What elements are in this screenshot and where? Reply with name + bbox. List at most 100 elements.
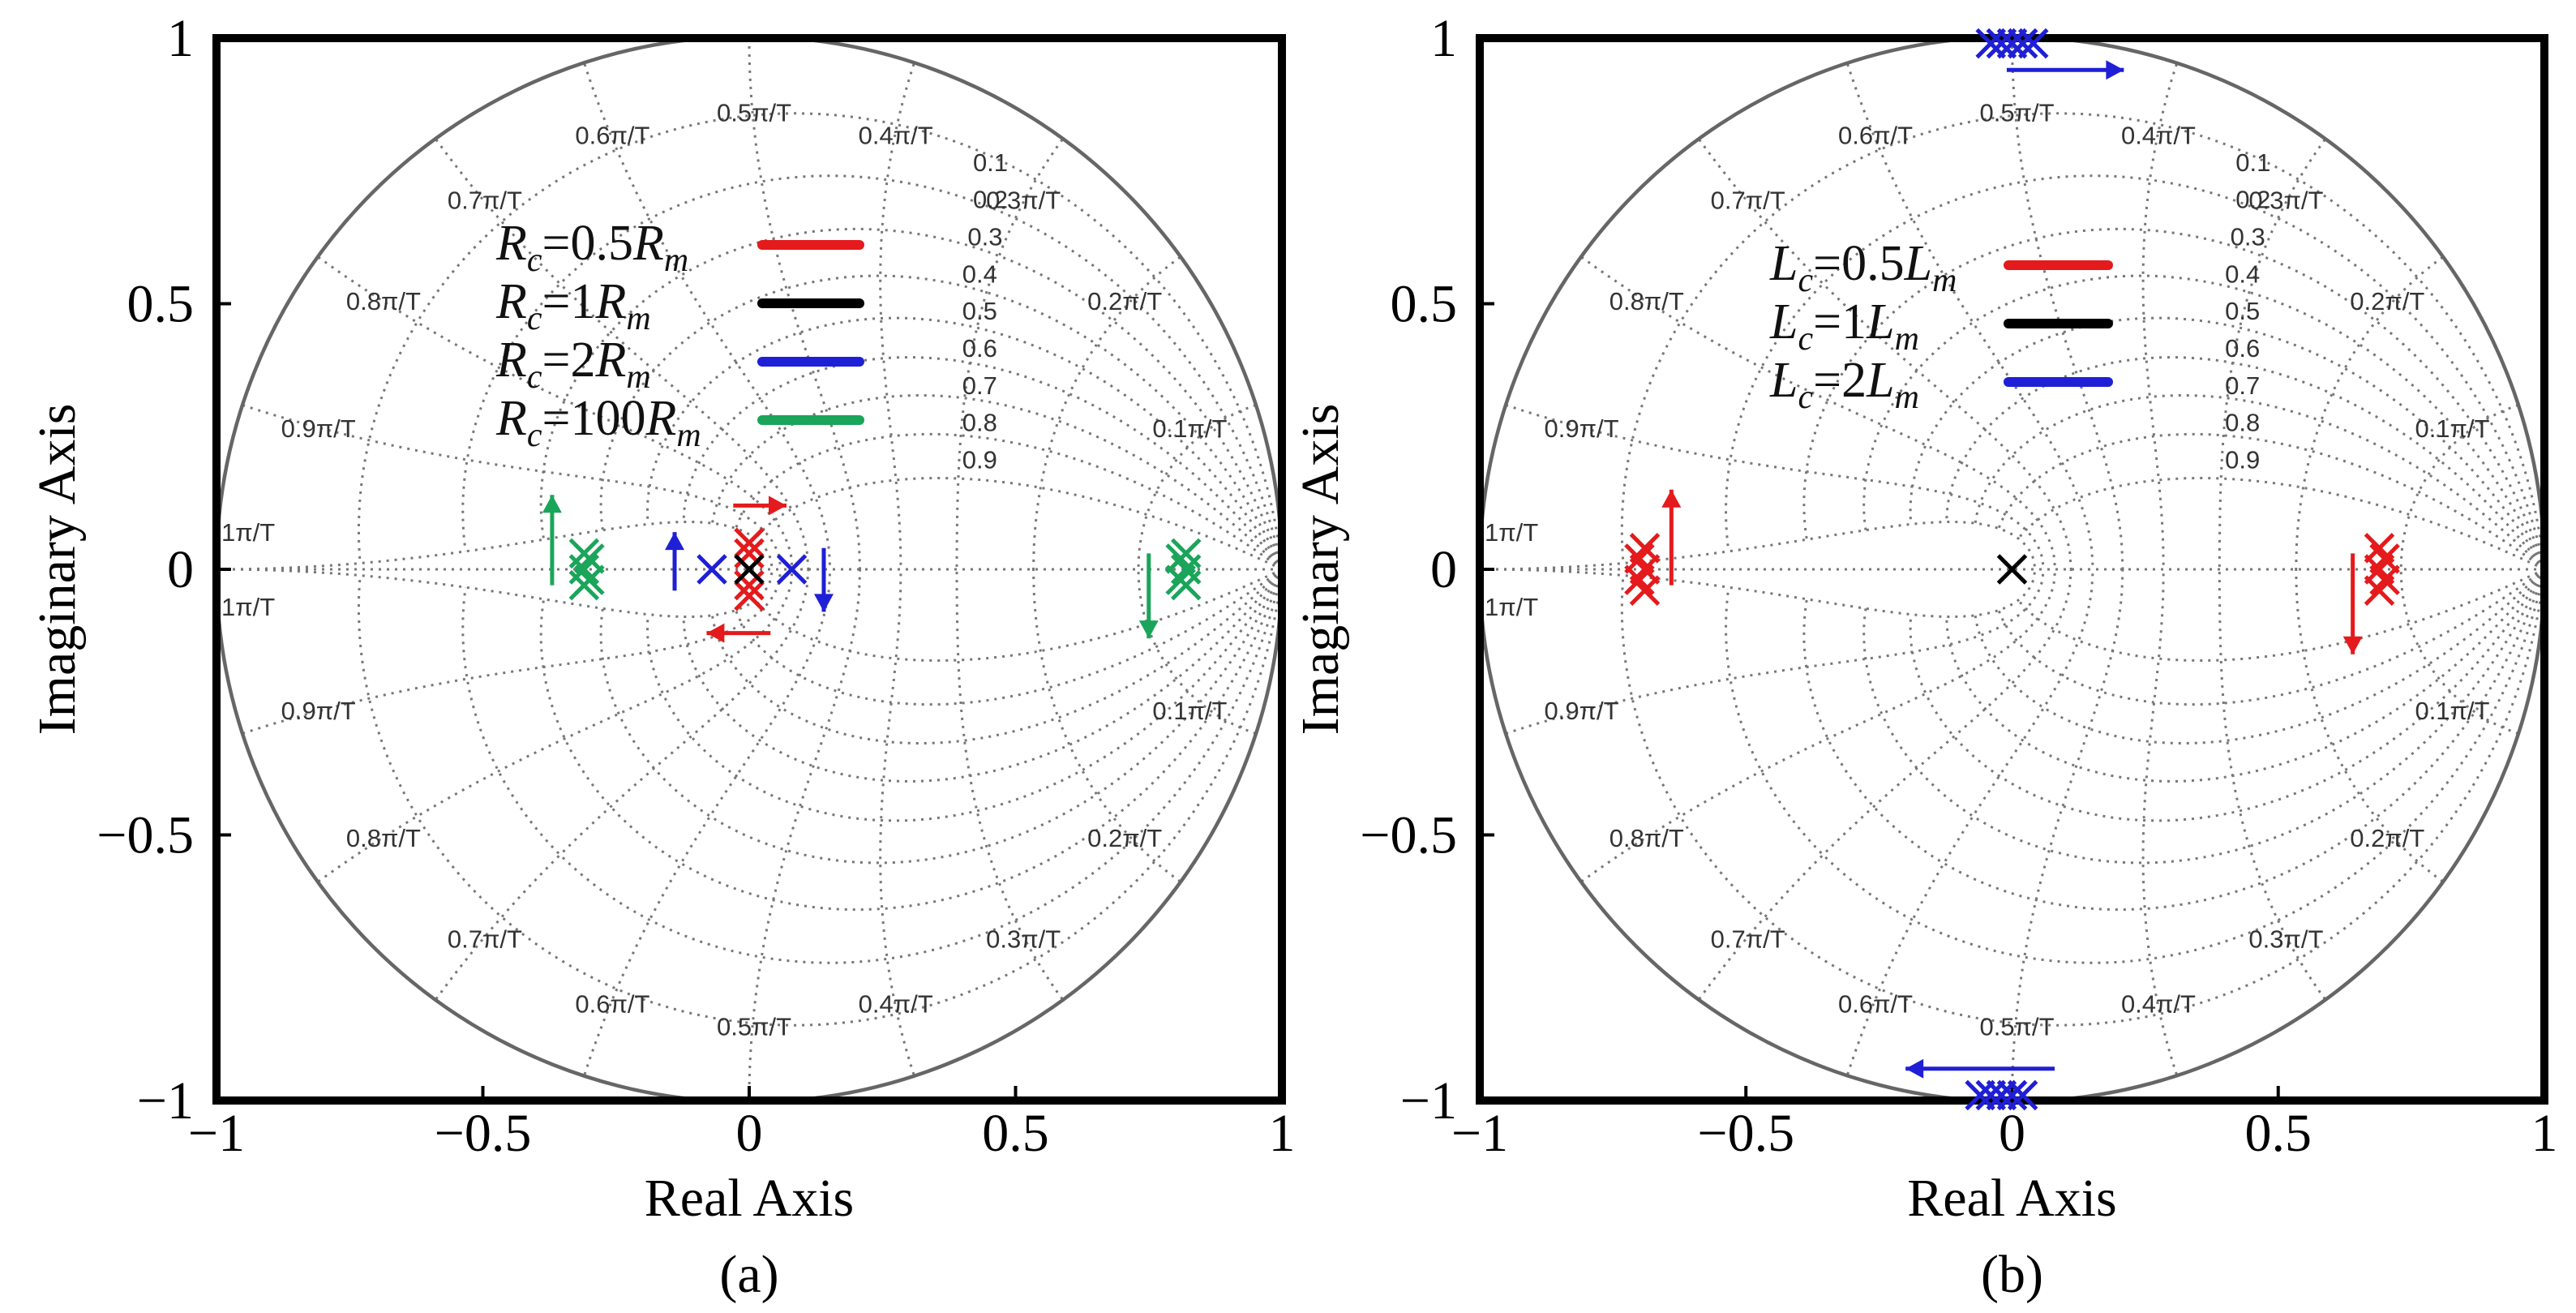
frequency-label-bottom: 0.1π/T xyxy=(2415,697,2489,725)
damping-label: 0.3 xyxy=(2231,222,2265,251)
damping-curve xyxy=(358,112,1282,1027)
frequency-label-top: 0.1π/T xyxy=(2415,414,2489,443)
damping-label: 0.1 xyxy=(2235,148,2270,177)
pole-marker xyxy=(2007,1079,2038,1111)
y-tick-label: −1 xyxy=(137,1071,194,1131)
frequency-label-top: 0.3π/T xyxy=(2248,186,2323,214)
frequency-label-top: 0.7π/T xyxy=(1711,186,1785,214)
frequency-label-top: 0.4π/T xyxy=(2121,121,2196,149)
x-tick-label: 1 xyxy=(1269,1104,1296,1163)
pole-marker xyxy=(1986,1079,2017,1111)
frequency-curve xyxy=(1698,139,2072,1000)
frequency-label-bottom: 0.7π/T xyxy=(1711,925,1785,954)
frequency-label-bottom: 0.3π/T xyxy=(2248,925,2323,954)
damping-curve xyxy=(539,227,1282,912)
frequency-label-top: 1π/T xyxy=(1485,518,1538,547)
frequency-label-top: 1π/T xyxy=(221,518,275,547)
x-tick-label: 0 xyxy=(736,1104,763,1163)
x-axis-label: Real Axis xyxy=(1907,1169,2117,1228)
y-tick-label: 1 xyxy=(167,9,194,68)
panel-b: 0.1 0.2 0.3 0.4 0.5 0.6 0.7 0.8 0.9 0.1π/T 0.2π/T 0… xyxy=(1291,9,2558,1304)
locus-arrowhead xyxy=(1905,1058,1924,1079)
frequency-label-top: 0.9π/T xyxy=(281,414,356,443)
frequency-label-bottom: 0.4π/T xyxy=(859,990,933,1019)
panel-a: 0.1 0.2 0.3 0.4 0.5 0.6 0.7 0.8 0.9 0.1π/T 0.2π/T 0… xyxy=(28,9,1296,1304)
damping-label: 0.6 xyxy=(962,334,997,363)
frequency-curve xyxy=(748,38,862,1101)
pole-marker xyxy=(1996,28,2028,59)
frequency-label-top: 0.4π/T xyxy=(859,121,933,149)
damping-curve xyxy=(1862,274,2544,865)
locus-arrowhead xyxy=(769,496,787,516)
frequency-curve xyxy=(2399,404,2519,735)
x-tick-label: −0.5 xyxy=(1697,1104,1794,1163)
frequency-label-top: 0.6π/T xyxy=(575,121,649,149)
frequency-label-top: 0.5π/T xyxy=(717,99,791,127)
frequency-label-bottom: 0.7π/T xyxy=(448,925,522,954)
legend-label: Rc=1Rm xyxy=(495,274,651,337)
frequency-label-bottom: 0.9π/T xyxy=(281,697,356,725)
y-tick-label: −1 xyxy=(1400,1071,1457,1131)
y-tick-label: −0.5 xyxy=(96,806,194,865)
panel-label: (b) xyxy=(1981,1245,2043,1304)
y-axis-label: Imaginary Axis xyxy=(28,404,87,736)
frequency-label-bottom: 1π/T xyxy=(221,593,275,621)
frequency-label-top: 0.7π/T xyxy=(448,186,522,214)
pole-marker xyxy=(1629,575,1661,606)
frequency-label-top: 0.1π/T xyxy=(1152,414,1227,443)
frequency-label-bottom: 0.4π/T xyxy=(2121,990,2196,1019)
x-tick-label: 0.5 xyxy=(982,1104,1049,1163)
frequency-curve xyxy=(879,63,915,1075)
frequency-label-top: 0.3π/T xyxy=(986,186,1061,214)
pole-marker xyxy=(2007,28,2038,59)
frequency-label-bottom: 1π/T xyxy=(1485,593,1538,621)
damping-curve xyxy=(1997,432,2544,706)
y-tick-label: −0.5 xyxy=(1360,806,1457,865)
locus-arrowhead xyxy=(665,532,684,551)
damping-label: 0.7 xyxy=(962,371,997,400)
x-tick-label: −0.5 xyxy=(435,1104,532,1163)
pole-marker xyxy=(1975,1079,2007,1111)
pole-marker xyxy=(574,564,605,595)
x-tick-label: 0.5 xyxy=(2245,1104,2312,1163)
pole-marker xyxy=(1165,564,1196,595)
locus-arrowhead xyxy=(1138,620,1159,639)
frequency-label-top: 0.8π/T xyxy=(1609,287,1684,315)
damping-curve xyxy=(646,316,1282,822)
damping-label: 0.5 xyxy=(962,297,997,325)
damping-label: 0.9 xyxy=(2225,446,2260,474)
locus-arrowhead xyxy=(1661,489,1682,508)
damping-curve xyxy=(735,432,1282,706)
plot-area xyxy=(1480,38,2544,1101)
frequency-curve xyxy=(242,404,782,735)
y-axis-label: Imaginary Axis xyxy=(1291,404,1350,736)
damping-curve xyxy=(1802,227,2544,912)
damping-curve xyxy=(1909,316,2544,822)
pole-marker xyxy=(776,554,808,585)
frequency-curve xyxy=(435,139,810,1000)
x-axis-label: Real Axis xyxy=(645,1169,855,1228)
legend-label: Lc=0.5Lm xyxy=(1769,236,1957,299)
pole-marker xyxy=(697,554,727,585)
damping-label: 0.2 xyxy=(973,186,1008,214)
frequency-label-bottom: 0.9π/T xyxy=(1545,697,1619,725)
plot-area xyxy=(216,38,1282,1101)
frequency-label-bottom: 0.5π/T xyxy=(1980,1012,2055,1041)
frequency-label-bottom: 0.8π/T xyxy=(1609,824,1684,852)
pole-marker xyxy=(1975,28,2007,59)
x-tick-label: 0 xyxy=(1999,1104,2025,1163)
frequency-label-top: 0.9π/T xyxy=(1545,414,1619,443)
damping-label: 0.7 xyxy=(2225,371,2260,400)
locus-arrowhead xyxy=(2342,636,2363,654)
damping-label: 0.2 xyxy=(2235,186,2270,214)
pole-marker xyxy=(734,554,765,585)
frequency-curve xyxy=(1505,404,2045,735)
y-tick-label: 0.5 xyxy=(1391,275,1458,334)
y-tick-label: 0.5 xyxy=(127,275,195,334)
frequency-label-bottom: 0.5π/T xyxy=(717,1012,791,1041)
damping-label: 0.5 xyxy=(2225,297,2260,325)
x-tick-label: 1 xyxy=(2531,1104,2558,1163)
pole-marker xyxy=(734,580,765,611)
frequency-label-bottom: 0.6π/T xyxy=(575,990,649,1019)
y-tick-label: 0 xyxy=(1430,540,1457,599)
